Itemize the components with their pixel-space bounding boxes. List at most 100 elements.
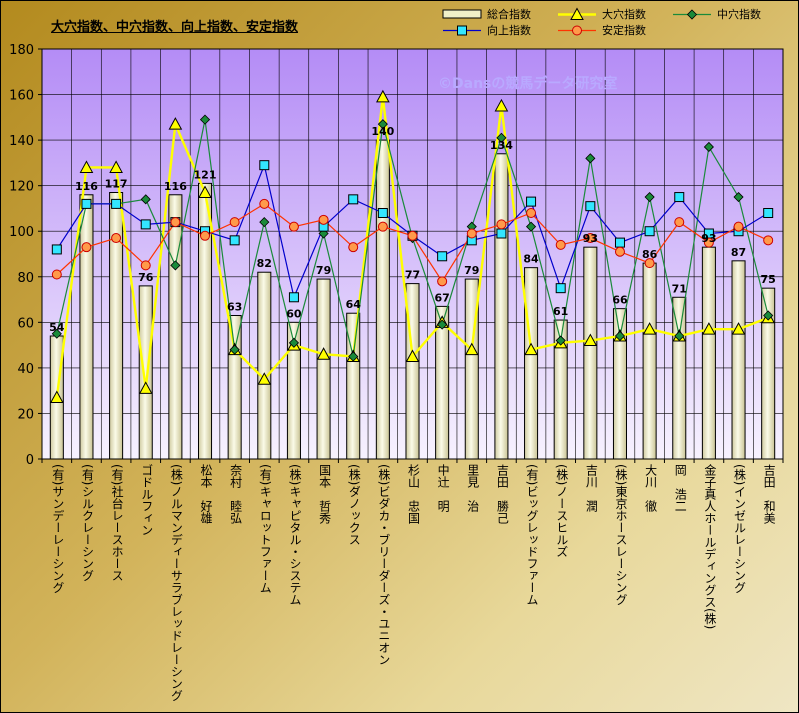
watermark-text: ©Dansの競馬データ研究室 [438, 76, 618, 92]
marker-circle [377, 221, 388, 232]
marker-triangle [168, 117, 183, 130]
marker-square [259, 160, 270, 171]
bar-data-label: 93 [701, 232, 716, 245]
marker-triangle [405, 349, 420, 362]
marker-diamond [51, 328, 62, 339]
legend-bar-swatch [442, 9, 482, 19]
marker-triangle [316, 347, 331, 360]
bar [553, 319, 568, 460]
marker-triangle [731, 322, 746, 335]
legend-swatch [558, 7, 596, 20]
x-tick-label: 中辻 明 [436, 464, 451, 512]
marker-diamond [525, 221, 537, 232]
marker-diamond [644, 191, 655, 203]
marker-circle [496, 219, 507, 230]
x-tick-label: 金子真人ホールディングス(株) [702, 464, 717, 630]
bar [257, 271, 272, 460]
x-tick-label: 岡 浩二 [673, 464, 688, 512]
marker-circle [674, 217, 685, 228]
bar-data-label: 116 [164, 180, 187, 193]
marker-square [674, 192, 685, 203]
marker-square [348, 194, 359, 205]
bar-data-label: 67 [434, 291, 449, 304]
x-tick-label: 吉田 勝己 [495, 464, 510, 524]
marker-square [51, 244, 62, 255]
bar [701, 246, 716, 460]
bar [109, 192, 124, 460]
y-tick-label: 40 [17, 362, 34, 377]
y-tick-label: 80 [17, 271, 34, 286]
marker-diamond [229, 344, 240, 355]
legend-swatch [442, 9, 482, 19]
bar-data-label: 75 [761, 273, 776, 286]
marker-diamond [377, 119, 388, 130]
marker-circle [763, 235, 774, 246]
chart-title: 大穴指数、中穴指数、向上指数、安定指数 [51, 20, 299, 35]
marker-square [614, 237, 625, 248]
marker-diamond [140, 194, 151, 205]
marker-diamond [686, 9, 698, 20]
bar-data-label: 79 [316, 264, 331, 277]
bar-data-label: 86 [642, 248, 658, 261]
bar [761, 287, 776, 460]
marker-circle [644, 258, 655, 269]
legend-label: 総合指数 [487, 8, 531, 21]
bar [286, 321, 301, 460]
x-tick-label: (有)サンデーレーシング [50, 464, 65, 594]
marker-triangle [494, 98, 509, 112]
x-tick-label: ゴドルフィン [139, 464, 154, 536]
legend-label: 中穴指数 [717, 8, 761, 21]
marker-square [288, 292, 299, 303]
marker-circle [81, 242, 92, 253]
marker-square [526, 196, 537, 207]
marker-diamond [259, 217, 270, 228]
y-tick-label: 60 [17, 316, 34, 331]
marker-square [496, 228, 507, 239]
x-tick-label: (有)社台レースホース [110, 464, 125, 582]
marker-diamond [703, 141, 714, 153]
bar [494, 153, 509, 460]
marker-circle [348, 242, 359, 253]
marker-square [140, 219, 151, 230]
y-tick-label: 0 [26, 453, 34, 468]
bar-data-label: 93 [583, 232, 598, 245]
legend-swatch [558, 25, 596, 36]
x-tick-label: 奈村 睦弘 [228, 464, 243, 524]
marker-circle [437, 276, 448, 287]
marker-circle [288, 221, 299, 232]
x-tick-label: (株)ノースヒルズ [554, 464, 569, 558]
marker-circle [585, 233, 596, 244]
x-tick-label: 松本 好雄 [199, 464, 214, 524]
marker-circle [466, 228, 477, 239]
marker-triangle [49, 390, 64, 403]
marker-triangle [138, 381, 153, 394]
marker-triangle [524, 342, 538, 356]
bar-data-label: 79 [464, 264, 479, 277]
legend-label: 安定指数 [602, 24, 646, 37]
marker-triangle [257, 372, 272, 385]
bar [138, 285, 153, 460]
bar [612, 308, 628, 460]
marker-square [437, 251, 448, 262]
bar-data-label: 60 [286, 307, 302, 320]
x-tick-label: 杉山 忠国 [406, 464, 421, 524]
marker-circle [318, 214, 329, 225]
bar-data-label: 134 [490, 139, 513, 152]
marker-diamond [288, 337, 300, 348]
bar-data-label: 54 [49, 321, 65, 334]
bar-data-label: 121 [194, 168, 217, 181]
marker-circle [229, 217, 240, 228]
bar-data-label: 87 [731, 246, 746, 259]
x-tick-label: (株)ノルマンディーサラブレッドレーシング [169, 464, 184, 702]
marker-triangle [583, 333, 598, 347]
bar-data-label: 63 [227, 301, 242, 314]
bar [227, 315, 242, 460]
marker-diamond [674, 330, 685, 342]
bar [642, 262, 657, 460]
x-tick-label: (有)シルクレーシング [80, 464, 95, 582]
marker-triangle [79, 160, 94, 173]
marker-square [457, 25, 467, 36]
x-tick-label: (有)キャロットファーム [258, 464, 273, 594]
bar-data-label: 117 [105, 178, 128, 191]
